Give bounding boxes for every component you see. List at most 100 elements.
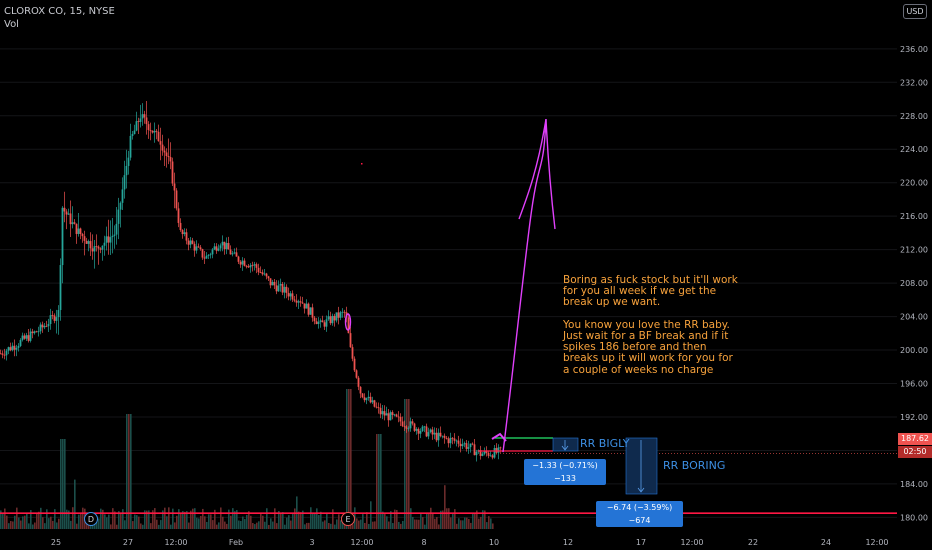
volume-bar — [184, 511, 186, 529]
candle-body — [461, 444, 464, 447]
price-tick-label: 236.00 — [900, 45, 928, 54]
volume-bar — [456, 523, 458, 529]
candle-body — [383, 411, 386, 416]
volume-bar — [70, 520, 72, 529]
volume-bar — [366, 512, 368, 529]
candle-body — [191, 240, 194, 244]
candle-body — [393, 414, 396, 416]
candle-body — [11, 345, 14, 351]
candle-body — [467, 447, 470, 449]
candle-body — [31, 331, 34, 334]
candle-body — [89, 241, 92, 249]
volume-bar — [122, 509, 124, 529]
candle-body — [313, 317, 316, 322]
candle-body — [423, 426, 426, 428]
volume-bar — [274, 508, 276, 529]
candle-body — [181, 229, 184, 235]
candle-body — [157, 131, 160, 142]
volume-bar — [102, 509, 104, 529]
volume-bar — [114, 511, 116, 529]
volume-bar — [244, 519, 246, 529]
price-tick-label: 224.00 — [900, 145, 928, 154]
volume-bar — [418, 519, 420, 529]
candle-body — [3, 354, 6, 356]
volume-bar — [358, 520, 360, 529]
candle-body — [347, 317, 350, 334]
candle-body — [201, 249, 204, 258]
volume-bar — [276, 523, 278, 529]
volume-bar — [132, 521, 134, 529]
candle-body — [51, 315, 54, 316]
time-tick-label: 12:00 — [680, 538, 703, 547]
volume-bar — [20, 520, 22, 529]
candle-body — [447, 438, 450, 444]
volume-bar — [316, 508, 318, 529]
volume-bar — [108, 514, 110, 529]
volume-bar — [16, 507, 18, 529]
time-axis[interactable]: 25 27 12:00 Feb 3 12:00 8 10 12 17 12:00 22 24 12:00 — [51, 538, 889, 547]
candle-body — [241, 260, 244, 265]
candle-body — [329, 316, 332, 324]
event-marker-d[interactable]: D — [84, 512, 98, 526]
candle-body — [125, 165, 128, 176]
candle-body — [359, 386, 362, 394]
volume-bar — [258, 521, 260, 529]
volume-bar — [390, 511, 392, 529]
candle-body — [425, 426, 428, 437]
volume-bar — [288, 515, 290, 529]
rr-bigly-box — [552, 437, 579, 452]
volume-indicator-label[interactable]: Vol — [4, 19, 19, 30]
event-marker-e[interactable]: E — [341, 512, 355, 526]
volume-bar — [264, 521, 266, 529]
currency-button[interactable]: USD — [903, 4, 927, 19]
price-tick-label: 204.00 — [900, 313, 928, 322]
volume-bar — [126, 414, 128, 529]
volume-bar — [234, 511, 236, 529]
volume-bar — [140, 523, 142, 529]
candle-body — [483, 450, 486, 454]
volume-bar — [492, 523, 494, 529]
volume-bar — [54, 509, 56, 529]
volume-bar — [34, 522, 36, 529]
volume-bar — [480, 516, 482, 529]
candle-body — [395, 414, 398, 417]
volume-bar — [434, 518, 436, 529]
candle-body — [129, 135, 132, 158]
volume-bar — [118, 511, 120, 529]
candle-body — [97, 246, 100, 249]
candle-body — [257, 267, 260, 273]
rr-boring-box — [625, 437, 658, 495]
candle-body — [381, 411, 384, 415]
volume-bar — [436, 517, 438, 529]
volume-bar — [272, 521, 274, 529]
volume-bar — [284, 524, 286, 529]
candle-body — [55, 317, 58, 321]
candle-body — [137, 121, 140, 122]
volume-bar — [454, 509, 456, 529]
candle-body — [135, 121, 138, 131]
candle-body — [277, 285, 280, 292]
volume-bar — [490, 518, 492, 529]
grid — [0, 48, 897, 518]
volume-bar — [386, 516, 388, 529]
candle-body — [7, 347, 10, 351]
symbol-title[interactable]: CLOROX CO, 15, NYSE — [4, 6, 115, 17]
volume-bar — [240, 520, 242, 529]
candle-body — [153, 130, 156, 133]
candle-body — [85, 240, 88, 244]
candle-body — [245, 265, 248, 267]
candle-body — [175, 190, 178, 209]
candle-body — [231, 253, 234, 255]
candle-body — [333, 315, 336, 321]
volume-bar — [152, 510, 154, 529]
candle-body — [371, 400, 374, 403]
volume-bar — [334, 524, 336, 529]
candle-body — [403, 426, 406, 427]
candle-body — [49, 315, 52, 325]
candle-body — [349, 333, 352, 348]
volume-bar — [210, 514, 212, 529]
candle-body — [91, 248, 94, 252]
volume-bar — [226, 523, 228, 529]
candle-body — [321, 320, 324, 323]
